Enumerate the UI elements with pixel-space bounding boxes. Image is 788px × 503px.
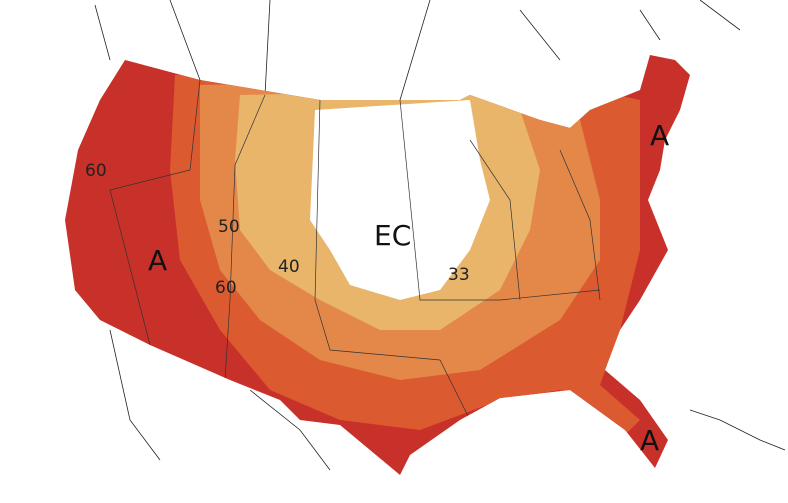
above-label: A	[650, 119, 669, 152]
ec-label: EC	[374, 219, 411, 252]
labels: 60 50 40 33 60 EC A A A	[85, 119, 669, 457]
contour-label: 60	[85, 161, 107, 181]
above-label: A	[640, 424, 659, 457]
contour-label: 50	[218, 217, 240, 237]
contour-label: 60	[215, 278, 237, 298]
contour-label: 33	[448, 265, 470, 285]
outline-lines	[94, 0, 786, 471]
above-label: A	[148, 244, 167, 277]
contour-label: 40	[278, 257, 300, 277]
